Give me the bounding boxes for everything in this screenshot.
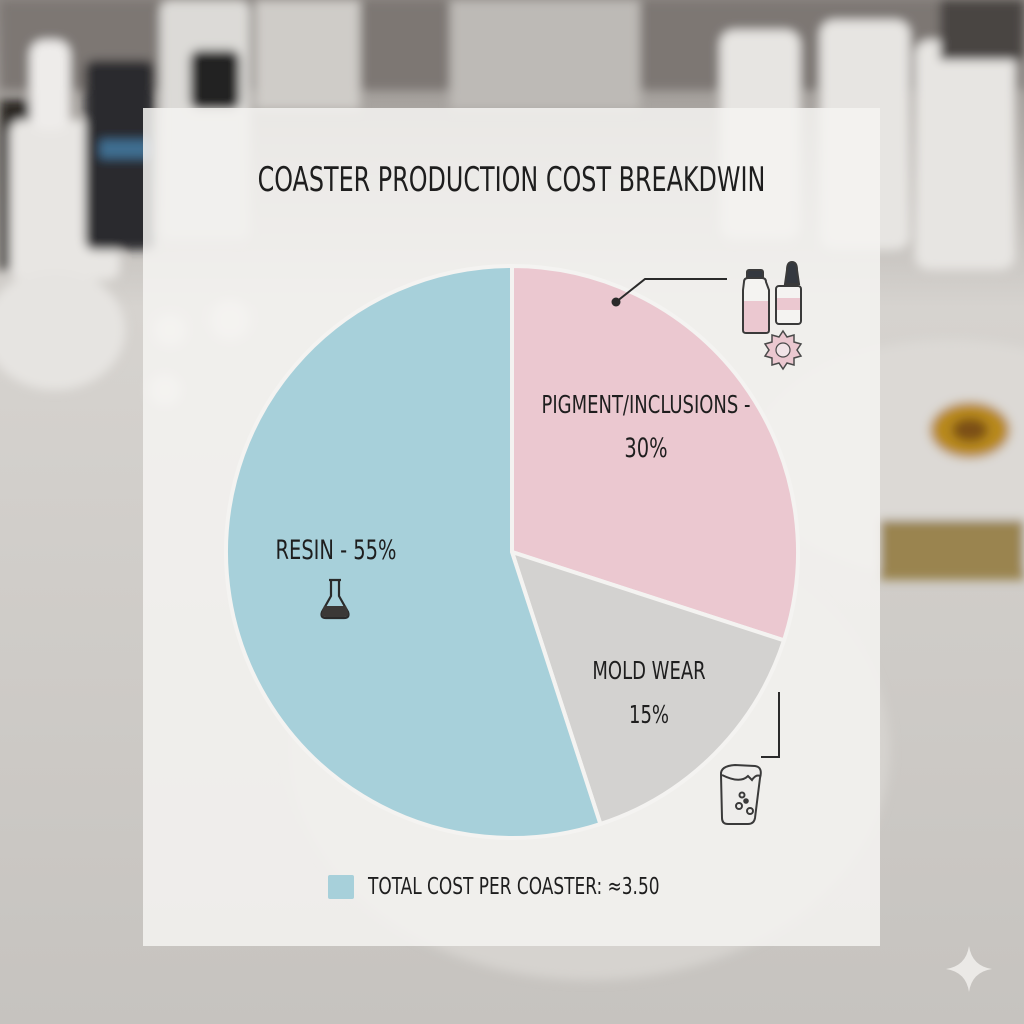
flask-icon bbox=[320, 578, 350, 620]
legend-swatch bbox=[328, 875, 354, 899]
label-pigment: PIGMENT/INCLUSIONS - 30% bbox=[541, 384, 750, 470]
legend-text: TOTAL COST PER COASTER: ≈3.50 bbox=[368, 874, 660, 900]
label-mold-name: MOLD WEAR bbox=[592, 656, 706, 685]
chart-title: COASTER PRODUCTION COST BREAKDWIN bbox=[257, 160, 766, 200]
sparkle-icon bbox=[946, 946, 992, 992]
label-resin-text: RESIN - 55% bbox=[275, 535, 397, 566]
label-mold-wear: MOLD WEAR 15% bbox=[592, 650, 705, 736]
label-resin: RESIN - 55% bbox=[276, 530, 397, 572]
mold-leader-line bbox=[761, 692, 780, 758]
legend-container: TOTAL COST PER COASTER: ≈3.50 bbox=[143, 108, 880, 946]
pie-slice-resin[interactable] bbox=[224, 263, 603, 840]
mold-cup-icon bbox=[719, 763, 762, 825]
flower-badge-icon bbox=[763, 329, 803, 371]
pie-slice-pigment[interactable] bbox=[510, 263, 800, 643]
label-pigment-value: 30% bbox=[624, 433, 668, 464]
dropper-bottles-icon bbox=[742, 260, 802, 334]
legend: TOTAL COST PER COASTER: ≈3.50 bbox=[328, 874, 724, 900]
pigment-leader-line bbox=[611, 278, 727, 307]
label-pigment-name: PIGMENT/INCLUSIONS - bbox=[541, 390, 751, 419]
label-mold-value: 15% bbox=[629, 700, 669, 729]
